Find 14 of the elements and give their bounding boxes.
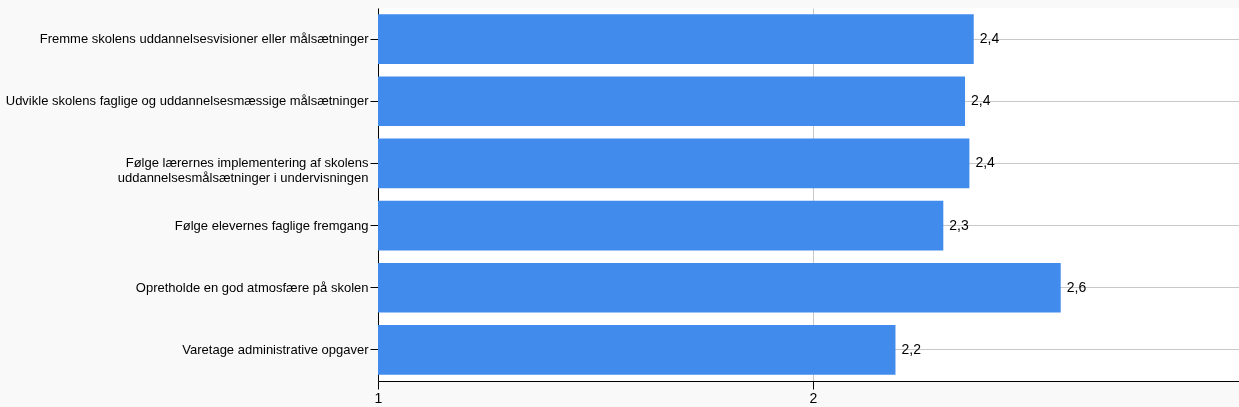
data-label: 2,2	[901, 340, 922, 357]
data-label: 2,4	[979, 30, 1000, 47]
y-tick-label: Følge lærernes implementering af skolens uddannelsesmålsætninger i undervisningen	[117, 155, 369, 186]
x-tick-label: 2	[809, 389, 818, 406]
data-label: 2,4	[975, 154, 996, 171]
data-label: 2,4	[971, 92, 991, 109]
y-tick-label: Varetage administrative opgaver	[182, 341, 370, 357]
data-label: 2,6	[1066, 278, 1087, 295]
y-tick-label: Fremme skolens uddannelsesvisioner eller målsætninger	[39, 31, 370, 47]
y-tick-label: Følge elevernes faglige fremgang	[174, 217, 369, 233]
data-label: 2,3	[949, 216, 969, 233]
y-tick-label: Opretholde en god atmosfære på skolen	[135, 279, 369, 295]
x-tick-label: 1	[374, 389, 383, 406]
y-tick-label: Udvikle skolens faglige og uddannelsesmæssige målsætninger	[5, 93, 370, 109]
